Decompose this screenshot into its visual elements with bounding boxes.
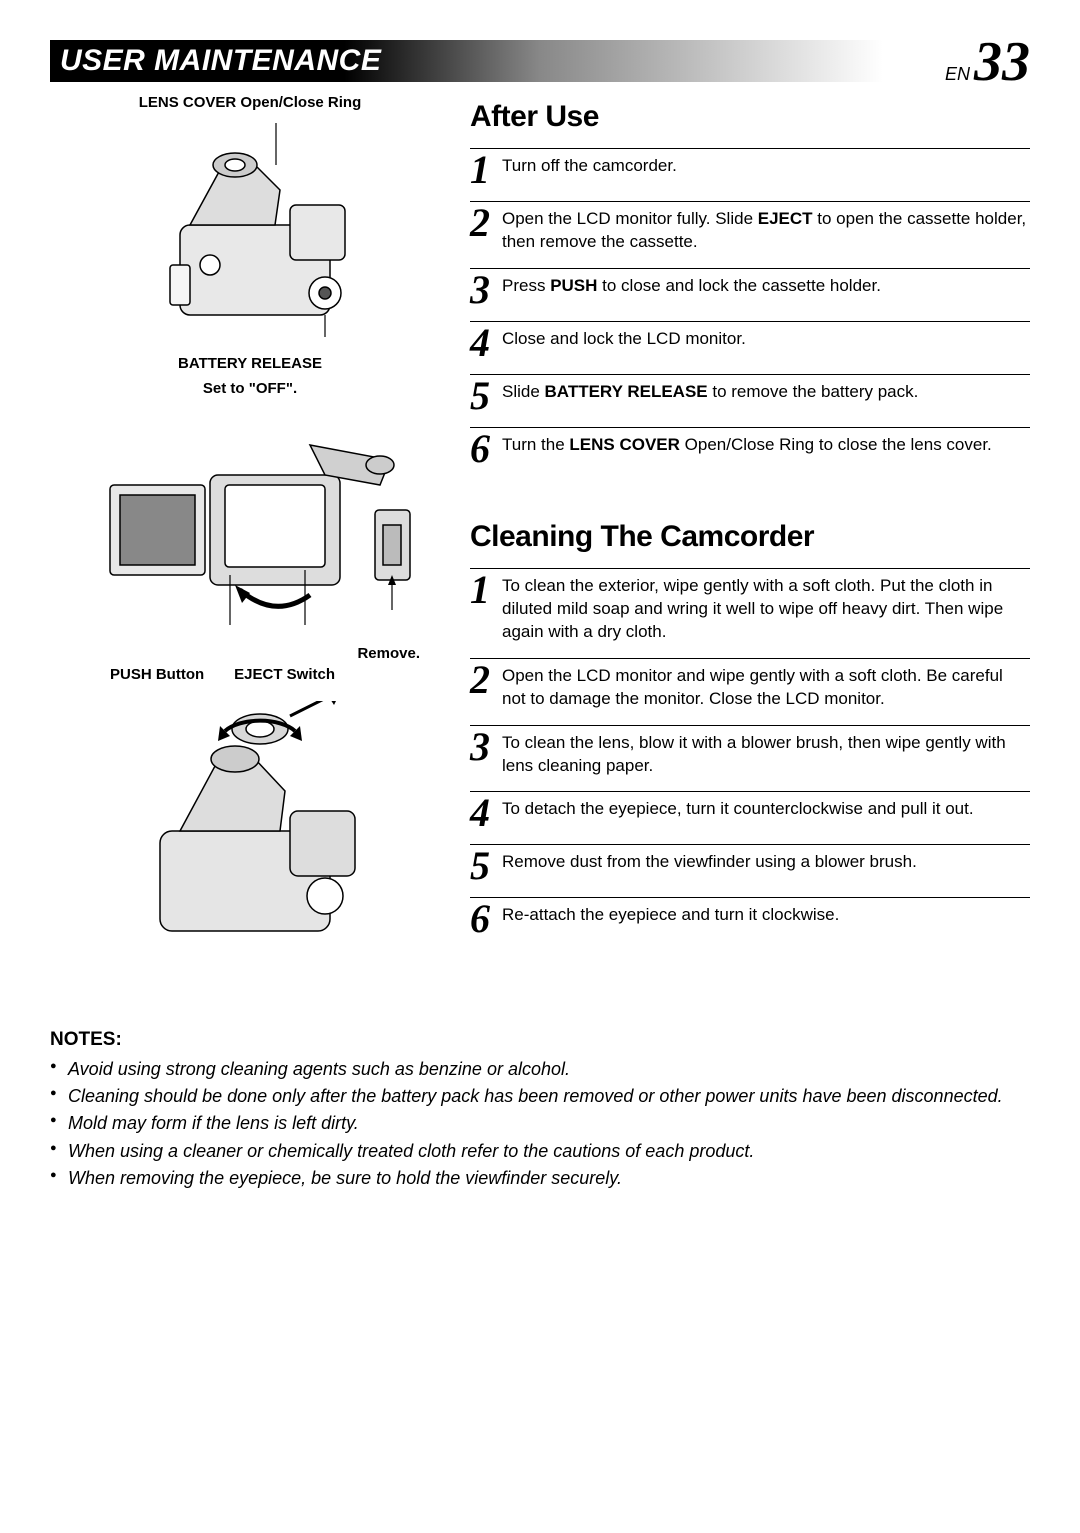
note-item: When using a cleaner or chemically treat… — [50, 1139, 1030, 1164]
diagram-1-caption: LENS COVER Open/Close Ring — [50, 94, 450, 111]
step-number: 4 — [470, 326, 502, 360]
note-item: Avoid using strong cleaning agents such … — [50, 1057, 1030, 1082]
notes-section: NOTES: Avoid using strong cleaning agent… — [50, 1029, 1030, 1191]
diagrams-column: LENS COVER Open/Close Ring — [50, 94, 450, 999]
step-text: Turn off the camcorder. — [502, 153, 1030, 178]
diagram-1-label-bottom: Set to "OFF". — [50, 380, 450, 397]
step-text: To clean the lens, blow it with a blower… — [502, 730, 1030, 778]
step-text: Press PUSH to close and lock the cassett… — [502, 273, 1030, 298]
step-row: 3Press PUSH to close and lock the casset… — [470, 268, 1030, 321]
diagram-1-label-mid: BATTERY RELEASE — [50, 355, 450, 372]
note-item: Cleaning should be done only after the b… — [50, 1084, 1030, 1109]
step-number: 5 — [470, 379, 502, 413]
step-text: Slide BATTERY RELEASE to remove the batt… — [502, 379, 1030, 404]
step-number: 5 — [470, 849, 502, 883]
page-title: USER MAINTENANCE — [60, 40, 381, 82]
step-text: Re-attach the eyepiece and turn it clock… — [502, 902, 1030, 927]
step-number: 4 — [470, 796, 502, 830]
step-number: 3 — [470, 730, 502, 764]
step-number: 2 — [470, 663, 502, 697]
step-row: 1Turn off the camcorder. — [470, 148, 1030, 201]
section-cleaning-title: Cleaning The Camcorder — [470, 520, 1030, 554]
diagram-2-label-eject: EJECT Switch — [234, 666, 335, 683]
step-number: 2 — [470, 206, 502, 240]
diagram-3-illustration — [50, 701, 450, 981]
after-use-steps: 1Turn off the camcorder.2Open the LCD mo… — [470, 148, 1030, 480]
step-text: To detach the eyepiece, turn it counterc… — [502, 796, 1030, 821]
diagram-2-label-push: PUSH Button — [110, 666, 204, 683]
diagram-3 — [50, 701, 450, 981]
step-row: 1To clean the exterior, wipe gently with… — [470, 568, 1030, 658]
step-number: 1 — [470, 153, 502, 187]
step-row: 5Remove dust from the viewfinder using a… — [470, 844, 1030, 897]
text-column: After Use 1Turn off the camcorder.2Open … — [470, 94, 1030, 999]
step-row: 6Turn the LENS COVER Open/Close Ring to … — [470, 427, 1030, 480]
note-item: Mold may form if the lens is left dirty. — [50, 1111, 1030, 1136]
step-number: 6 — [470, 432, 502, 466]
page-prefix: EN — [945, 64, 970, 85]
page-header: USER MAINTENANCE EN 33 — [50, 40, 1030, 82]
step-text: To clean the exterior, wipe gently with … — [502, 573, 1030, 644]
step-text: Turn the LENS COVER Open/Close Ring to c… — [502, 432, 1030, 457]
step-text: Remove dust from the viewfinder using a … — [502, 849, 1030, 874]
step-row: 6Re-attach the eyepiece and turn it cloc… — [470, 897, 1030, 950]
diagram-1-illustration — [50, 115, 450, 355]
step-row: 2Open the LCD monitor and wipe gently wi… — [470, 658, 1030, 725]
diagram-1: LENS COVER Open/Close Ring — [50, 94, 450, 397]
step-text: Open the LCD monitor and wipe gently wit… — [502, 663, 1030, 711]
notes-heading: NOTES: — [50, 1029, 1030, 1051]
step-row: 4Close and lock the LCD monitor. — [470, 321, 1030, 374]
step-number: 1 — [470, 573, 502, 607]
cleaning-steps: 1To clean the exterior, wipe gently with… — [470, 568, 1030, 951]
notes-list: Avoid using strong cleaning agents such … — [50, 1057, 1030, 1191]
step-number: 3 — [470, 273, 502, 307]
step-number: 6 — [470, 902, 502, 936]
diagram-2-label-remove: Remove. — [357, 645, 420, 662]
note-item: When removing the eyepiece, be sure to h… — [50, 1166, 1030, 1191]
step-row: 4To detach the eyepiece, turn it counter… — [470, 791, 1030, 844]
step-text: Close and lock the LCD monitor. — [502, 326, 1030, 351]
section-after-use-title: After Use — [470, 100, 1030, 134]
step-row: 3To clean the lens, blow it with a blowe… — [470, 725, 1030, 792]
step-row: 5Slide BATTERY RELEASE to remove the bat… — [470, 374, 1030, 427]
step-row: 2Open the LCD monitor fully. Slide EJECT… — [470, 201, 1030, 268]
step-text: Open the LCD monitor fully. Slide EJECT … — [502, 206, 1030, 254]
page-number: 33 — [974, 34, 1030, 90]
diagram-2: Remove. PUSH Button EJECT Switch — [50, 415, 450, 683]
page-number-wrap: EN 33 — [945, 34, 1030, 90]
diagram-2-illustration — [50, 415, 450, 645]
